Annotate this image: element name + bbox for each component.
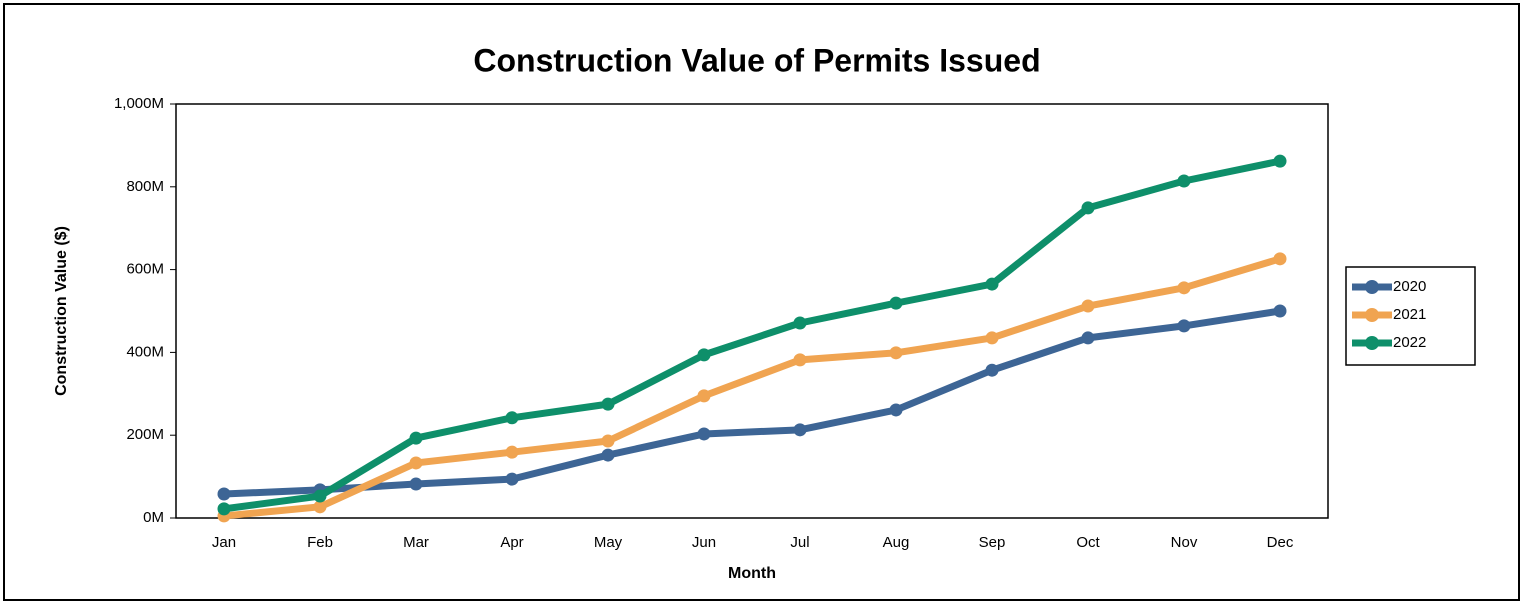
point [409,431,423,445]
point [313,500,327,514]
point [697,348,711,362]
y-tick-label: 800M [126,178,164,195]
x-tick-label: Jul [790,534,809,551]
point [1177,174,1191,188]
y-axis-label: Construction Value ($) [53,226,70,396]
point [601,434,615,448]
point [1273,252,1287,266]
point [1177,281,1191,295]
point [313,489,327,503]
point [1081,299,1095,313]
x-axis-label: Month [728,565,776,582]
x-tick-label: Oct [1076,534,1100,551]
legend-marker [1365,280,1379,294]
plot-area [175,103,1329,519]
point [217,502,231,516]
x-tick-label: Jan [212,534,236,551]
x-tick-label: Mar [403,534,429,551]
series-line [223,157,1281,513]
x-tick-label: Nov [1171,534,1198,551]
point [601,397,615,411]
y-tick-label: 1,000M [114,95,164,112]
point [985,277,999,291]
series-line [223,255,1282,520]
point [985,331,999,345]
point [505,411,519,425]
x-tick-label: Aug [883,534,910,551]
point [1081,201,1095,215]
x-tick-label: Apr [500,534,523,551]
legend-label: 2020 [1393,278,1426,295]
point [889,346,903,360]
legend-marker [1365,308,1379,322]
x-tick-label: May [594,534,623,551]
point [793,316,807,330]
y-tick-label: 600M [126,261,164,278]
point [889,403,903,417]
point [793,353,807,367]
legend-label: 2021 [1393,306,1426,323]
point [505,445,519,459]
point [697,427,711,441]
point [793,423,807,437]
point [985,363,999,377]
point [409,477,423,491]
point [1081,331,1095,345]
legend-marker [1365,336,1379,350]
point [1273,304,1287,318]
series-line [223,307,1281,498]
point [1177,319,1191,333]
y-tick-label: 400M [126,343,164,360]
point [409,456,423,470]
legend-label: 2022 [1393,334,1426,351]
x-tick-label: Feb [307,534,333,551]
point [1273,154,1287,168]
chart-title: Construction Value of Permits Issued [473,42,1040,78]
y-tick-label: 200M [126,426,164,443]
point [697,389,711,403]
y-tick-label: 0M [143,509,164,526]
x-tick-label: Jun [692,534,716,551]
x-tick-label: Sep [979,534,1006,551]
point [505,472,519,486]
point [217,487,231,501]
x-tick-label: Dec [1267,534,1294,551]
point [889,296,903,310]
point [601,448,615,462]
